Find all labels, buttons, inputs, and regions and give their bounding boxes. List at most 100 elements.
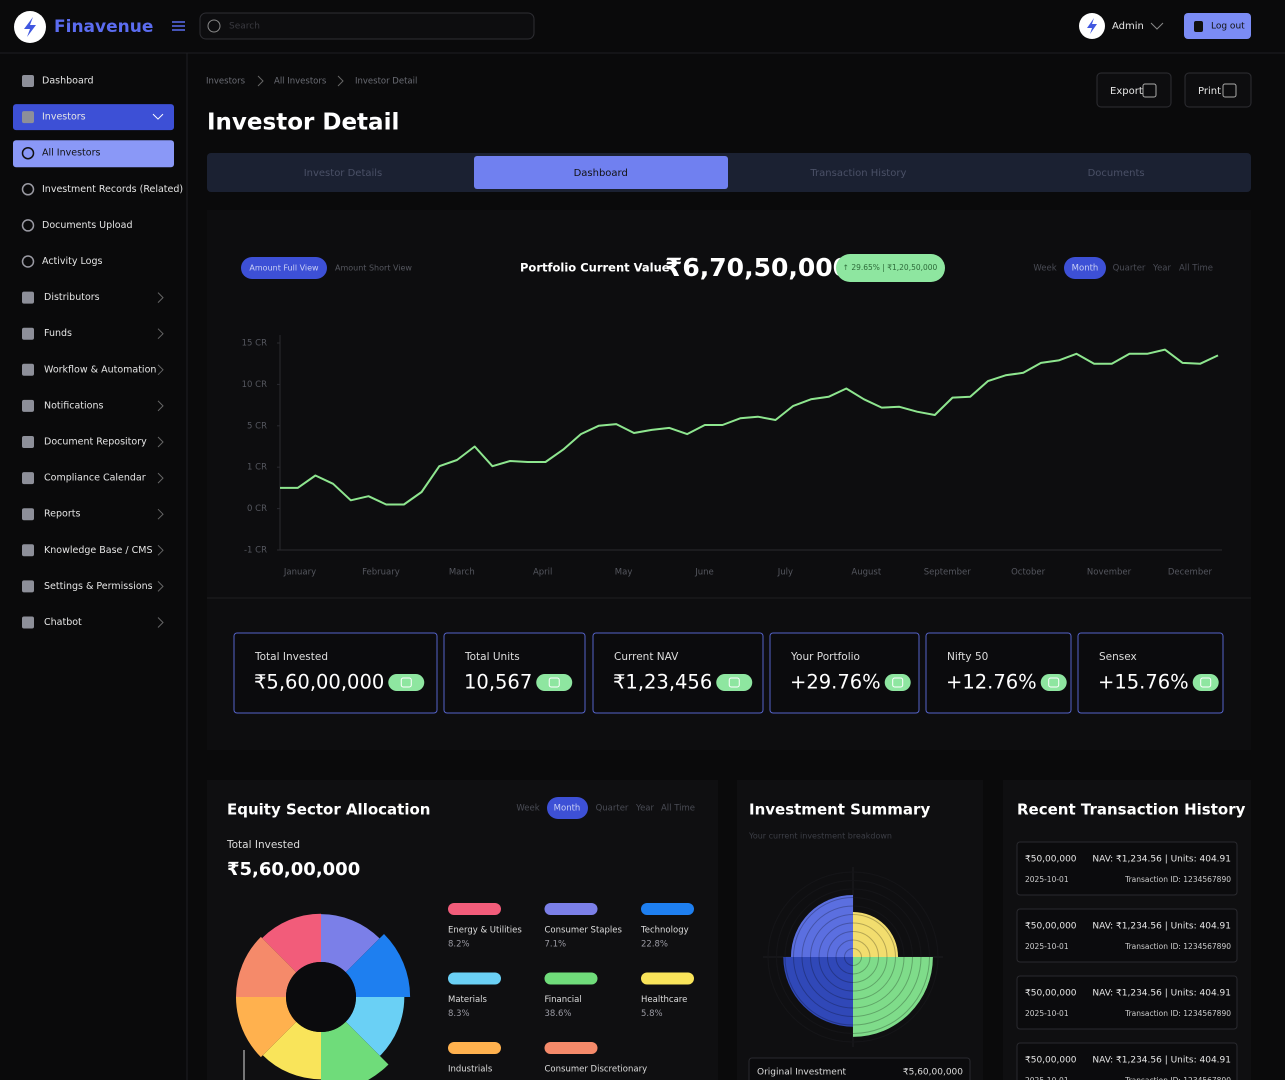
- nav-item[interactable]: Knowledge Base / CMS: [44, 545, 152, 556]
- nav-selected[interactable]: [13, 140, 174, 168]
- panel-title: Recent Transaction History: [1017, 801, 1246, 819]
- nav-item[interactable]: Notifications: [44, 400, 104, 411]
- period[interactable]: Year: [635, 804, 655, 814]
- period-active[interactable]: [1064, 257, 1106, 279]
- nav-item[interactable]: Workflow & Automation: [44, 364, 156, 375]
- segment-ring: [784, 888, 922, 1026]
- period[interactable]: Week: [1033, 264, 1056, 274]
- breadcrumb-item[interactable]: Investors: [206, 77, 246, 87]
- nav-item[interactable]: Settings & Permissions: [44, 581, 153, 592]
- segment-ring: [810, 914, 896, 1000]
- user-name: Admin: [1112, 21, 1144, 32]
- view-toggle[interactable]: Amount Full View: [249, 264, 319, 273]
- stat-pill: [388, 674, 425, 691]
- transaction-detail: NAV: ₹1,234.56 | Units: 404.91: [1092, 855, 1231, 865]
- period[interactable]: Quarter: [596, 804, 629, 814]
- nav-chevron[interactable]: [157, 292, 164, 303]
- nav-chevron[interactable]: [157, 544, 164, 556]
- stat-pill: [1040, 674, 1067, 691]
- y-tick-label: 10 CR: [242, 380, 267, 390]
- stat-label: Your Portfolio: [790, 651, 860, 663]
- nav-chevron[interactable]: [157, 581, 164, 592]
- nav-item[interactable]: Chatbot: [44, 617, 82, 628]
- x-tick-label: August: [851, 568, 881, 578]
- transaction-card[interactable]: [1016, 975, 1238, 1030]
- period[interactable]: All Time: [1179, 264, 1213, 274]
- nav-chevron[interactable]: [157, 508, 164, 520]
- nav-chevron[interactable]: [157, 436, 164, 448]
- x-tick-label: June: [694, 568, 714, 578]
- tab[interactable]: Documents: [1088, 168, 1145, 179]
- stat-pill-icon: [400, 677, 412, 688]
- tab-active[interactable]: [474, 156, 728, 189]
- nav-item[interactable]: Distributors: [44, 292, 100, 303]
- legend-name: Industrials: [448, 1065, 493, 1075]
- action-icon: [1142, 83, 1157, 98]
- nav-item[interactable]: Dashboard: [42, 76, 94, 87]
- nav-chevron[interactable]: [152, 113, 164, 120]
- nav-item[interactable]: Document Repository: [44, 437, 147, 448]
- transaction-card[interactable]: [1016, 908, 1238, 963]
- nav-icon: [22, 508, 34, 521]
- period[interactable]: Month: [1072, 264, 1099, 274]
- nav-chevron[interactable]: [157, 400, 164, 412]
- nav-chevron[interactable]: [157, 364, 164, 376]
- period[interactable]: Year: [1152, 264, 1172, 274]
- sector-segment: [345, 997, 405, 1056]
- nav-chevron[interactable]: [157, 472, 164, 484]
- nav-item[interactable]: Activity Logs: [42, 256, 103, 267]
- nav-item[interactable]: All Investors: [42, 148, 100, 159]
- nav-item[interactable]: Documents Upload: [42, 220, 132, 231]
- search-box[interactable]: [199, 12, 535, 40]
- period[interactable]: Week: [516, 804, 539, 814]
- period[interactable]: Month: [554, 804, 581, 814]
- action-button[interactable]: [1096, 72, 1172, 108]
- action-button[interactable]: [1184, 72, 1252, 108]
- nav-radio: [21, 183, 35, 196]
- stat-card: [592, 632, 764, 714]
- nav-item[interactable]: Compliance Calendar: [44, 473, 146, 484]
- legend-swatch: [448, 903, 501, 915]
- panel-subtitle: Your current investment breakdown: [748, 832, 892, 841]
- view-toggle-active[interactable]: [241, 257, 327, 279]
- period[interactable]: All Time: [661, 804, 695, 814]
- nav-item[interactable]: Investment Records (Related): [42, 184, 183, 195]
- x-tick-label: February: [362, 568, 400, 578]
- nav-chevron[interactable]: [157, 617, 164, 628]
- transaction-amount: ₹50,00,000: [1025, 922, 1077, 932]
- legend-name: Technology: [640, 926, 689, 936]
- menu-toggle[interactable]: [172, 21, 185, 31]
- nav-item[interactable]: Investors: [42, 112, 86, 123]
- logout-button[interactable]: [1184, 13, 1251, 39]
- nav-item[interactable]: Reports: [44, 509, 80, 520]
- legend-value: 7.1%: [545, 940, 567, 950]
- legend-swatch: [544, 903, 598, 915]
- period[interactable]: Quarter: [1113, 264, 1146, 274]
- portfolio-label: Portfolio Current Value: [520, 261, 670, 275]
- legend-swatch: [448, 972, 501, 985]
- nav-icon: [22, 472, 34, 485]
- nav-active[interactable]: [13, 104, 174, 131]
- period-active[interactable]: [547, 797, 588, 819]
- tab[interactable]: Investor Details: [304, 168, 383, 179]
- user-chevron[interactable]: [1150, 22, 1164, 30]
- transaction-card[interactable]: [1016, 1042, 1238, 1080]
- transaction-id: Transaction ID: 1234567890: [1124, 1009, 1231, 1018]
- nav-chevron[interactable]: [157, 328, 164, 340]
- stat-pill-icon: [1048, 677, 1060, 688]
- view-toggle[interactable]: Amount Short View: [335, 264, 412, 273]
- breadcrumb-item[interactable]: All Investors: [274, 77, 327, 87]
- sector-segment: [262, 913, 321, 973]
- transaction-card[interactable]: [1016, 841, 1238, 896]
- tab[interactable]: Dashboard: [574, 168, 628, 179]
- logo-bolt: [24, 17, 36, 37]
- panel-title: Equity Sector Allocation: [227, 801, 430, 819]
- nav-icon: [22, 436, 34, 448]
- transaction-date: 2025-10-01: [1025, 1009, 1069, 1018]
- transaction-id: Transaction ID: 1234567890: [1124, 942, 1231, 951]
- stat-label: Total Units: [464, 651, 520, 663]
- tab[interactable]: Transaction History: [809, 168, 906, 179]
- legend-swatch: [448, 1042, 501, 1054]
- nav-item[interactable]: Funds: [44, 328, 72, 339]
